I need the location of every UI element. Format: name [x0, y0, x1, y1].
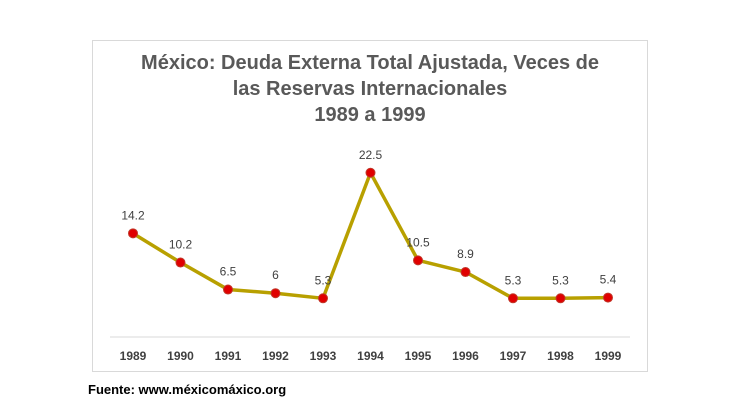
chart-title-line-1: México: Deuda Externa Total Ajustada, Ve…: [141, 52, 599, 74]
x-tick-label-1995: 1995: [405, 349, 432, 363]
x-tick-layer: 1989 1990 1991 1992 1993 1994 1995 1996 1997 1998…: [120, 349, 622, 363]
x-tick-label-1991: 1991: [215, 349, 242, 363]
data-point-1992: [270, 288, 281, 299]
data-point-1994: [365, 167, 376, 178]
data-label-1999: 5.4: [600, 273, 617, 287]
data-point-1993: [318, 293, 328, 304]
data-label-1991: 6.5: [220, 265, 237, 279]
data-point-1996: [460, 267, 471, 278]
data-label-layer: 14.2 10.2 6.5 6 5.3 22.5 10.5 8.9 5.3 5.3 5.4: [121, 148, 616, 288]
x-tick-label-1992: 1992: [262, 349, 289, 363]
chart-title: México: Deuda Externa Total Ajustada, Ve…: [92, 50, 648, 128]
data-label-1997: 5.3: [505, 273, 522, 287]
data-label-1998: 5.3: [552, 273, 569, 287]
data-point-1989: [128, 228, 138, 239]
data-point-1990: [175, 257, 186, 268]
x-tick-label-1998: 1998: [547, 349, 574, 363]
data-label-1990: 10.2: [169, 238, 193, 252]
data-label-1994: 22.5: [359, 148, 383, 162]
data-label-1992: 6: [272, 268, 279, 282]
data-label-1993: 5.3: [315, 273, 332, 287]
x-tick-label-1989: 1989: [120, 349, 147, 363]
data-point-1997: [508, 293, 518, 304]
chart-title-line-3: 1989 a 1999: [314, 104, 426, 126]
x-tick-label-1990: 1990: [167, 349, 194, 363]
data-point-1999: [603, 292, 613, 303]
source-note: Fuente: www.méxicomáxico.org: [88, 382, 287, 397]
series-layer: [128, 167, 613, 304]
x-tick-label-1999: 1999: [595, 349, 622, 363]
data-label-1996: 8.9: [457, 247, 474, 261]
data-point-1995: [413, 255, 423, 266]
data-label-1989: 14.2: [121, 208, 145, 222]
data-label-1995: 10.5: [406, 235, 430, 249]
data-point-1998: [555, 293, 566, 304]
x-tick-label-1993: 1993: [310, 349, 337, 363]
series-line: [132, 171, 609, 301]
chart-frame: [92, 40, 648, 372]
x-tick-label-1997: 1997: [500, 349, 527, 363]
x-tick-label-1994: 1994: [357, 349, 384, 363]
data-point-1991: [223, 284, 233, 295]
x-tick-label-1996: 1996: [452, 349, 479, 363]
chart-title-line-2: las Reservas Internacionales: [232, 78, 508, 100]
